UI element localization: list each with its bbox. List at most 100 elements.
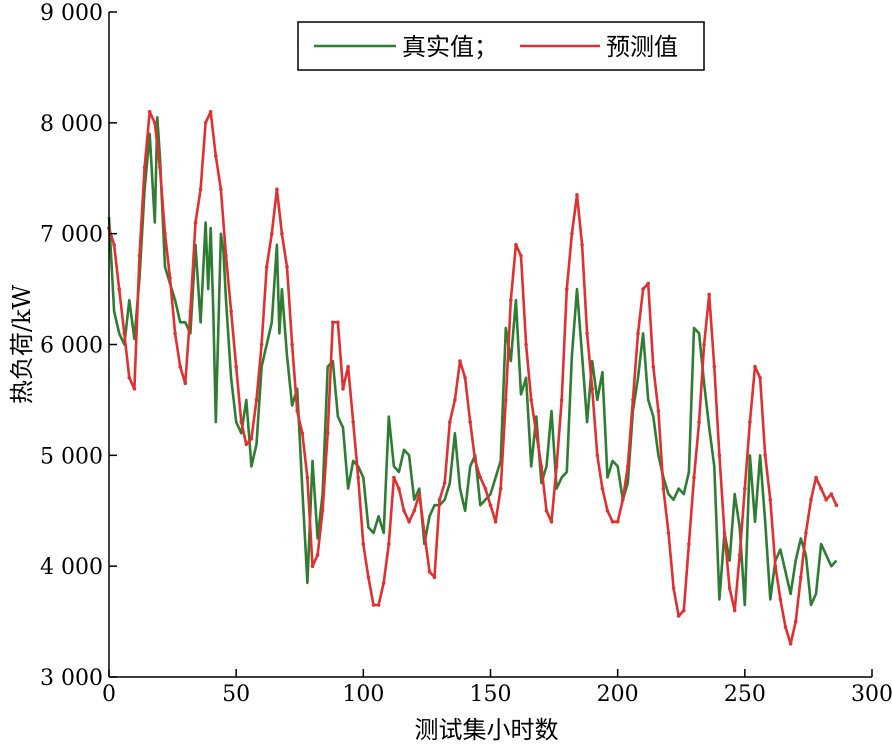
series-point [402,509,406,513]
series-point [748,420,752,424]
series-point [234,364,238,369]
series-point [570,231,574,236]
series-point [280,231,284,236]
series-point [758,376,762,380]
series-point [504,398,508,402]
series-point [615,520,620,524]
series-point [305,475,310,480]
series-point [544,509,549,513]
series-point [646,281,650,286]
series-point [270,231,274,236]
series-point [519,254,523,258]
series-point [448,420,452,424]
series-line-1 [107,110,838,646]
series-point [524,342,528,347]
series-point [631,398,635,402]
series-point [707,292,711,297]
series-point [824,497,828,502]
legend-label-actual: 真实值； [402,33,498,61]
series-point [127,376,132,380]
series-point [310,564,315,568]
series-point [610,520,615,524]
series-point [178,364,182,369]
series-point [783,625,788,629]
series-point [809,497,813,502]
series-point [763,453,767,458]
series-point [814,475,818,480]
series-point [743,486,747,491]
series-point [651,364,656,369]
series-point [361,542,366,546]
series-point [168,276,172,280]
series-point [219,187,223,192]
series-point [636,331,640,336]
series-point [656,409,661,413]
series-point [453,398,457,402]
series-point [799,575,803,580]
series-point [214,154,218,158]
series-point [239,420,244,424]
x-tick-label: 0 [102,682,116,707]
series-point [788,642,793,646]
series-point [173,331,177,336]
y-tick-label: 5 000 [40,444,103,469]
series-point [137,254,142,258]
series-point [590,387,594,391]
series-point [142,165,147,169]
series-point [793,619,798,624]
series-point [641,287,645,291]
series-line-0 [107,116,838,607]
legend-label-predicted: 预测值 [606,33,678,61]
series-point [621,497,625,502]
series-point [768,497,773,502]
series-point [778,597,783,602]
series-point [229,309,233,314]
series-point [249,436,254,441]
x-axis-label: 测试集小时数 [415,716,559,744]
series-point [600,486,605,491]
series-point [371,603,376,607]
series-point [773,564,778,568]
series-point [509,298,513,303]
series-point [275,187,279,192]
y-tick-label: 8 000 [40,112,103,137]
series-point [432,575,437,580]
series-point [188,309,193,314]
series-point [356,475,361,480]
series-point [712,364,717,369]
series-point [346,364,350,369]
series-point [376,603,381,607]
y-tick-label: 3 000 [40,666,103,691]
series-point [198,187,203,192]
series-point [244,442,249,447]
series-point [254,398,259,402]
x-tick-label: 100 [342,682,384,707]
series-point [483,486,488,491]
series-point [295,409,300,413]
series-point [737,553,742,557]
x-tick-label: 50 [222,682,250,707]
series-point [559,398,564,402]
series-point [285,265,289,269]
series-point [147,110,152,114]
series-point [366,575,371,580]
series-point [407,520,411,524]
series-point [493,520,498,524]
series-point [580,243,584,247]
series-point [697,420,701,424]
series-point [478,475,483,480]
series-point [315,553,320,557]
series-point [565,287,569,291]
series-point [163,231,167,236]
series-point [259,342,264,347]
series-point [732,608,737,613]
series-point [341,387,345,391]
y-tick-label: 4 000 [40,555,103,580]
y-tick-label: 7 000 [40,223,103,248]
series-point [753,364,757,369]
series-point [417,492,422,496]
series-point [331,320,335,325]
series-point [422,531,427,535]
